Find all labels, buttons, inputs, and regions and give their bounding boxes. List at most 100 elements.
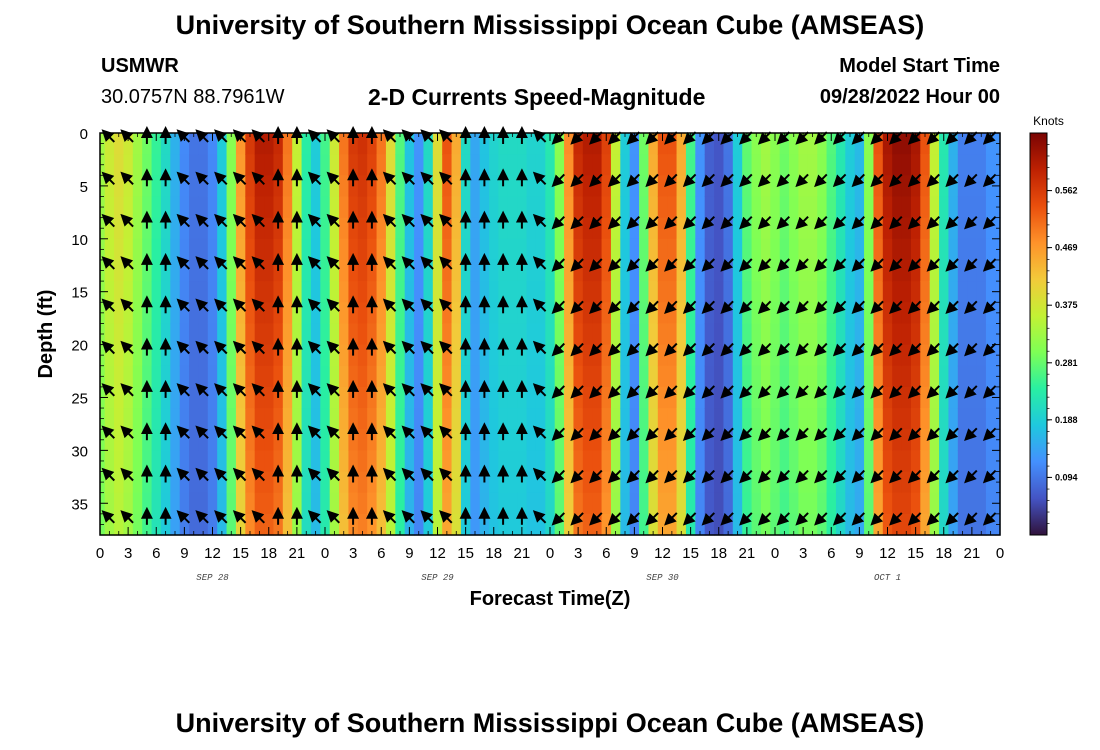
heat-cell bbox=[226, 217, 237, 240]
heat-cell bbox=[901, 302, 912, 325]
heat-cell bbox=[854, 365, 865, 388]
heat-cell bbox=[207, 196, 218, 219]
heat-cell bbox=[339, 450, 350, 473]
heat-cell bbox=[264, 344, 275, 367]
current-arrow bbox=[382, 467, 397, 482]
heat-cell bbox=[217, 154, 228, 176]
heat-cell bbox=[789, 365, 800, 388]
heat-cell bbox=[142, 281, 153, 303]
heat-cell bbox=[432, 513, 443, 536]
x-tick-label: 6 bbox=[152, 545, 160, 562]
heat-cell bbox=[114, 217, 125, 240]
current-arrow bbox=[720, 427, 734, 442]
heat-cell bbox=[320, 281, 331, 303]
heat-cell bbox=[507, 217, 518, 240]
x-tick-label: 0 bbox=[546, 545, 554, 562]
current-arrow bbox=[401, 213, 416, 228]
heat-cell bbox=[751, 154, 762, 176]
heat-cell bbox=[245, 302, 256, 325]
current-arrow bbox=[795, 173, 809, 188]
heat-cell bbox=[592, 365, 603, 388]
current-arrow bbox=[814, 300, 828, 315]
heatmap-layer bbox=[100, 133, 1001, 536]
heat-cell bbox=[929, 450, 940, 473]
heat-cell bbox=[442, 408, 453, 430]
heat-cell bbox=[414, 344, 425, 367]
heat-cell bbox=[648, 365, 659, 388]
heat-cell bbox=[507, 302, 518, 325]
heat-cell bbox=[695, 429, 706, 451]
heat-cell bbox=[685, 281, 696, 303]
heat-cell bbox=[535, 154, 546, 176]
heat-cell bbox=[339, 323, 350, 346]
heat-cell bbox=[489, 386, 500, 409]
heat-cell bbox=[695, 238, 706, 261]
heat-cell bbox=[798, 238, 809, 261]
current-arrow bbox=[214, 298, 228, 312]
station-name: USMWR bbox=[101, 55, 179, 77]
heat-cell bbox=[751, 429, 762, 451]
heat-cell bbox=[826, 386, 837, 409]
heat-cell bbox=[179, 133, 190, 155]
heat-cell bbox=[432, 281, 443, 303]
heat-cell bbox=[357, 386, 368, 409]
heat-cell bbox=[245, 492, 256, 515]
heat-cell bbox=[564, 302, 575, 325]
current-arrow bbox=[795, 258, 809, 272]
current-arrow bbox=[439, 213, 453, 228]
current-arrow bbox=[551, 427, 566, 442]
heat-cell bbox=[901, 238, 912, 261]
heat-cell bbox=[695, 365, 706, 388]
heat-cell bbox=[217, 175, 228, 198]
current-arrow bbox=[551, 215, 566, 230]
heat-cell bbox=[939, 154, 950, 176]
heat-cell bbox=[442, 492, 453, 515]
heat-cell bbox=[573, 154, 584, 176]
heat-cell bbox=[442, 281, 453, 303]
x-tick-label: 9 bbox=[405, 545, 413, 562]
y-tick-label: 5 bbox=[80, 179, 88, 196]
heat-cell bbox=[414, 450, 425, 473]
heat-cell bbox=[301, 450, 312, 473]
heat-cell bbox=[320, 429, 331, 451]
heat-cell bbox=[367, 365, 378, 388]
current-arrow bbox=[907, 512, 922, 526]
heat-cell bbox=[564, 344, 575, 367]
heat-cell bbox=[751, 196, 762, 219]
heat-cell bbox=[310, 450, 321, 473]
heat-cell bbox=[629, 323, 640, 346]
heat-cell bbox=[901, 133, 912, 155]
heat-cell bbox=[404, 323, 415, 346]
heat-cell bbox=[882, 365, 893, 388]
heat-cell bbox=[207, 154, 218, 176]
heat-cell bbox=[198, 281, 209, 303]
heat-cell bbox=[273, 196, 284, 219]
heat-cell bbox=[264, 154, 275, 176]
date-label: SEP 28 bbox=[196, 573, 229, 583]
current-arrow bbox=[420, 171, 434, 186]
heat-cell bbox=[939, 429, 950, 451]
heat-cell bbox=[470, 492, 481, 515]
heat-cell bbox=[582, 429, 593, 451]
heat-cell bbox=[114, 175, 125, 198]
heat-cell bbox=[498, 450, 509, 473]
heat-cell bbox=[582, 175, 593, 198]
heat-cell bbox=[901, 217, 912, 240]
heat-cell bbox=[226, 302, 237, 325]
current-arrow bbox=[739, 258, 753, 272]
current-arrow bbox=[682, 469, 697, 484]
current-arrow bbox=[926, 469, 941, 484]
heat-cell bbox=[939, 133, 950, 155]
heat-cell bbox=[282, 471, 293, 494]
heat-cell bbox=[320, 513, 331, 536]
current-arrow bbox=[645, 215, 659, 230]
heat-cell bbox=[798, 450, 809, 473]
heat-cell bbox=[789, 281, 800, 303]
current-arrow bbox=[382, 383, 397, 397]
heat-cell bbox=[854, 281, 865, 303]
heat-cell bbox=[217, 196, 228, 219]
current-arrow bbox=[232, 256, 247, 270]
heat-cell bbox=[582, 302, 593, 325]
heat-cell bbox=[901, 492, 912, 515]
heat-cell bbox=[367, 281, 378, 303]
